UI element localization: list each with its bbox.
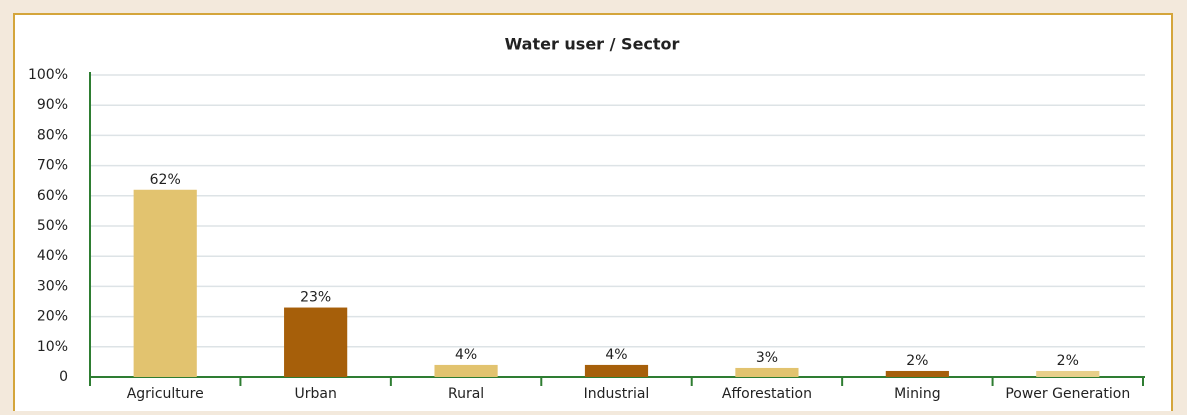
y-tick-label: 10%	[37, 339, 68, 355]
y-tick-label: 90%	[37, 97, 68, 113]
y-tick-label: 30%	[37, 278, 68, 294]
x-tick-label: Mining	[894, 386, 941, 402]
data-label: 4%	[455, 347, 477, 363]
y-tick-label: 0	[59, 369, 68, 385]
bar	[885, 370, 949, 377]
data-label: 2%	[1057, 353, 1079, 369]
x-tick-label: Afforestation	[722, 386, 812, 402]
y-tick-label: 80%	[37, 127, 68, 143]
x-tick-label: Agriculture	[127, 386, 204, 402]
y-tick-label: 100%	[28, 67, 68, 83]
data-label: 4%	[605, 347, 627, 363]
bar	[133, 189, 197, 377]
bar	[735, 367, 799, 377]
data-label: 3%	[756, 350, 778, 366]
x-tick-label: Power Generation	[1005, 386, 1130, 402]
bar	[1036, 370, 1100, 377]
bar	[584, 364, 649, 377]
y-tick-label: 70%	[37, 158, 68, 174]
x-tick-label: Urban	[294, 386, 336, 402]
data-label: 23%	[300, 290, 331, 306]
x-tick-label: Industrial	[584, 386, 650, 402]
bar	[434, 364, 498, 377]
y-tick-label: 50%	[37, 218, 68, 234]
y-tick-label: 40%	[37, 248, 68, 264]
data-label: 62%	[150, 172, 181, 188]
x-tick-label: Rural	[448, 386, 484, 402]
chart-title: Water user / Sector	[505, 35, 680, 54]
y-tick-label: 60%	[37, 188, 68, 204]
data-label: 2%	[906, 353, 928, 369]
y-tick-label: 20%	[37, 309, 68, 325]
bar	[284, 307, 348, 377]
